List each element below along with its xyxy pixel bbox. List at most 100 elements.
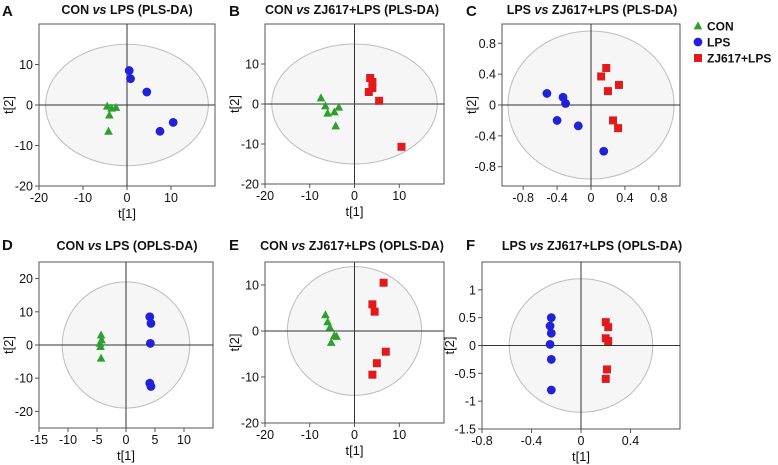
y-axis-title: t[2] [1, 96, 16, 114]
x-tick-label: -0.8 [512, 191, 534, 205]
x-axis-title: t[1] [345, 443, 363, 458]
panel-title-vs: vs [296, 3, 310, 17]
data-point-lps [545, 321, 555, 331]
y-axis-title: t[2] [464, 96, 479, 114]
x-tick-label: 0 [351, 428, 358, 442]
x-tick-label: 0.8 [650, 191, 667, 205]
panel-title: LPS vs ZJ617+LPS (OPLS-DA) [502, 239, 682, 253]
y-tick-label: -0.8 [474, 160, 496, 174]
x-tick-label: 10 [392, 189, 406, 203]
legend: CON LPS ZJ617+LPS [693, 20, 771, 66]
data-point-zj617-lps [370, 307, 379, 316]
x-tick-label: 0.4 [622, 434, 639, 448]
panel-e: -20 -10 0 10 10 0 -10 -20 t[1] t[2] E CON vs ZJ617+… [227, 237, 445, 458]
data-point-con [330, 107, 339, 116]
data-point-con [323, 108, 332, 117]
panel-title: CON vs LPS (PLS-DA) [61, 3, 192, 17]
data-point-zj617-lps [609, 116, 618, 125]
data-point-lps [126, 74, 135, 84]
data-point-lps [599, 146, 609, 156]
panel-letter: D [2, 237, 13, 254]
y-tick-label: 10 [245, 279, 259, 293]
y-axis-title: t[2] [227, 333, 242, 351]
panel-letter: A [2, 3, 13, 20]
panel-b: -20 -10 0 10 10 0 -10 -20 t[1] t[2] B CON vs ZJ617+… [227, 3, 445, 219]
panel-title-vs: vs [88, 239, 102, 253]
x-axis-title: t[1] [118, 206, 136, 221]
panel-title-right: ZJ617+LPS (PLS-DA) [314, 3, 439, 17]
y-tick-label: 0 [252, 98, 259, 112]
x-axis-title: t[1] [345, 204, 363, 219]
data-point-zj617-lps [614, 124, 623, 133]
data-point-lps [155, 126, 165, 136]
panel-c: -0.8 -0.4 0 0.4 0.8 0.8 0.4 0 -0.4 -0.8 t[2] C LPS v… [464, 3, 681, 205]
panel-title-left: LPS [502, 239, 526, 253]
data-point-lps [546, 328, 556, 338]
legend-label: CON [707, 20, 734, 34]
x-tick-label: -20 [30, 191, 48, 205]
data-point-con [104, 126, 113, 135]
y-tick-label: 20 [19, 272, 33, 286]
data-point-zj617-lps [601, 374, 610, 383]
data-point-zj617-lps [397, 142, 406, 151]
panel-title-left: CON [265, 3, 293, 17]
data-point-zj617-lps [372, 359, 381, 368]
x-tick-label: -10 [59, 433, 77, 447]
x-tick-label: -0.8 [471, 434, 493, 448]
data-point-con [96, 342, 105, 351]
y-tick-label: -10 [15, 372, 33, 386]
panel-title-left: CON [260, 239, 288, 253]
panel-letter: F [466, 237, 475, 254]
y-tick-label: 0.8 [479, 37, 496, 51]
x-tick-label: -0.4 [521, 434, 543, 448]
panel-title-vs: vs [93, 3, 107, 17]
x-tick-label: 10 [392, 428, 406, 442]
data-point-lps [145, 312, 155, 322]
x-tick-label: -10 [301, 428, 319, 442]
y-tick-label: 0.5 [459, 311, 476, 325]
y-tick-label: 10 [19, 305, 33, 319]
y-axis-title: t[2] [1, 336, 16, 354]
y-tick-label: 0 [26, 99, 33, 113]
x-tick-label: -0.4 [546, 191, 568, 205]
data-point-lps [145, 338, 155, 348]
y-tick-label: 0 [26, 339, 33, 353]
x-tick-label: -10 [74, 191, 92, 205]
y-axis-title: t[2] [227, 95, 242, 113]
panel-title: CON vs LPS (OPLS-DA) [56, 239, 197, 253]
x-tick-label: -5 [91, 433, 102, 447]
data-point-con [331, 121, 341, 130]
data-point-con [102, 101, 112, 110]
y-tick-label: -0.5 [454, 367, 476, 381]
y-tick-label: -10 [241, 371, 259, 385]
data-point-lps [546, 313, 556, 323]
data-point-zj617-lps [602, 63, 611, 72]
data-point-zj617-lps [604, 337, 613, 346]
data-point-lps [124, 66, 134, 75]
x-tick-label: 0 [351, 189, 358, 203]
data-point-con [332, 331, 341, 340]
y-tick-label: -20 [241, 178, 259, 192]
panel-title-right: LPS (OPLS-DA) [105, 239, 197, 253]
x-tick-label: -20 [256, 189, 274, 203]
y-tick-label: 0 [489, 99, 496, 113]
panel-title-left: LPS [507, 3, 531, 17]
data-point-con [321, 101, 330, 110]
y-tick-label: -10 [241, 138, 259, 152]
data-point-zj617-lps [375, 96, 384, 105]
y-tick-label: 0.4 [479, 68, 496, 82]
data-point-lps [545, 339, 555, 349]
legend-label: LPS [707, 36, 730, 50]
x-tick-label: 0.4 [616, 191, 633, 205]
y-tick-label: 10 [19, 58, 33, 72]
y-axis-title: t[2] [442, 336, 457, 354]
data-point-lps [542, 89, 552, 98]
legend-label: ZJ617+LPS [707, 52, 771, 66]
legend-marker-con [693, 21, 703, 30]
panel-letter: E [229, 237, 239, 254]
panel-title: CON vs ZJ617+LPS (OPLS-DA) [260, 239, 444, 253]
panel-title-right: ZJ617+LPS (OPLS-DA) [547, 239, 682, 253]
data-point-con [95, 338, 105, 347]
data-point-lps [546, 355, 556, 364]
